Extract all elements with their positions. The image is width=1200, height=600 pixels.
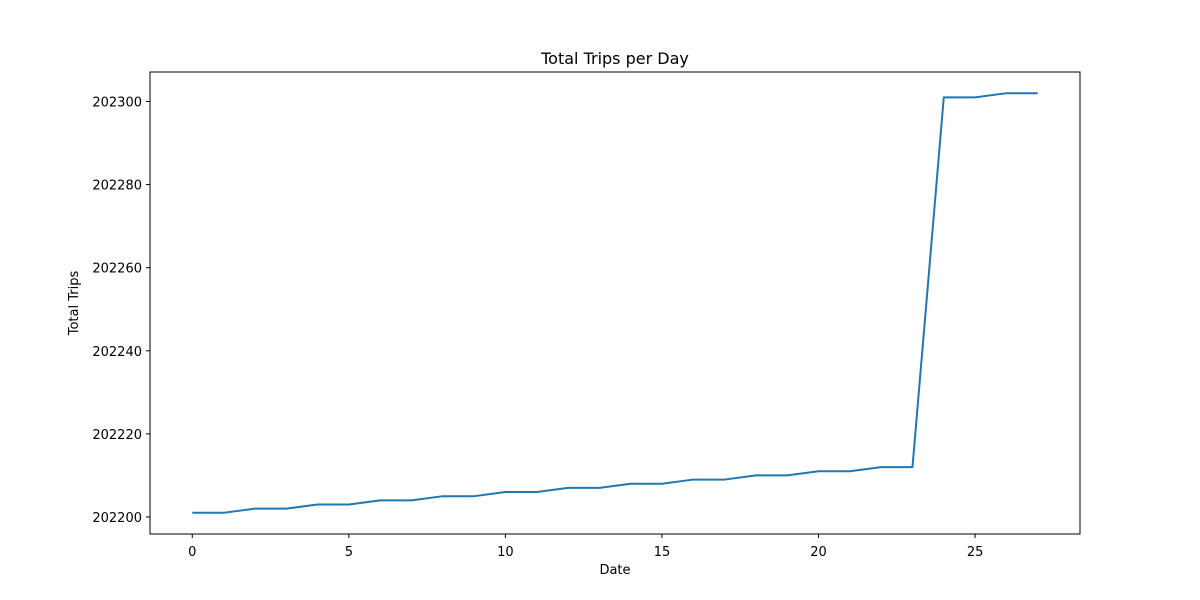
y-tick-label: 202300 (92, 95, 142, 110)
x-tick-label: 5 (345, 545, 353, 560)
chart-title: Total Trips per Day (540, 49, 689, 68)
y-tick-label: 202280 (92, 179, 142, 194)
y-axis-label: Total Trips (67, 271, 82, 337)
x-tick-label: 25 (967, 545, 984, 560)
x-tick-label: 15 (654, 545, 671, 560)
x-tick-label: 20 (810, 545, 827, 560)
y-tick-label: 202260 (92, 262, 142, 277)
y-tick-label: 202220 (92, 428, 142, 443)
x-tick-label: 0 (188, 545, 196, 560)
y-tick-label: 202200 (92, 511, 142, 526)
y-tick-label: 202240 (92, 345, 142, 360)
series-line-0 (192, 92, 1038, 514)
x-axis-label: Date (599, 563, 630, 578)
x-tick-label: 10 (497, 545, 514, 560)
plot-area-frame (149, 71, 1081, 535)
